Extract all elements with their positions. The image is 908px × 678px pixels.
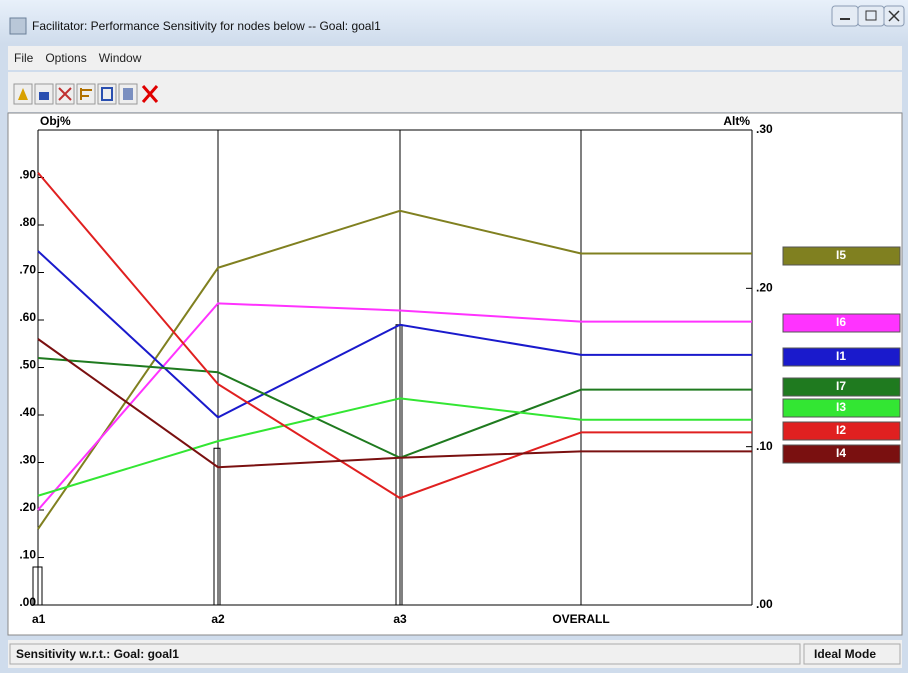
status-bar — [8, 640, 902, 668]
legend-label: I5 — [836, 248, 846, 262]
y-tick-label: .90 — [19, 168, 36, 182]
tool-button[interactable] — [76, 83, 96, 105]
y-tick-label: .60 — [19, 310, 36, 324]
y2-tick-label: .20 — [756, 281, 773, 295]
close-icon — [888, 10, 900, 22]
maximize-icon — [865, 10, 877, 21]
window-title: Facilitator: Performance Sensitivity for… — [32, 19, 381, 33]
y-tick-label: .20 — [19, 500, 36, 514]
tool-icon — [18, 88, 28, 100]
legend-swatch — [782, 377, 901, 397]
toolbar-buttons — [13, 83, 159, 105]
menu-item[interactable]: Options — [45, 51, 86, 65]
criterion-bar — [32, 566, 43, 606]
tool-icon — [80, 88, 92, 100]
legend-swatch — [782, 246, 901, 266]
series-line — [37, 250, 582, 419]
x-tick-label: OVERALL — [552, 612, 609, 626]
legend-swatch — [782, 444, 901, 464]
y-axis-label: Obj% — [40, 114, 71, 128]
app-icon — [9, 17, 27, 35]
y-tick-label: .50 — [19, 358, 36, 372]
maximize-button[interactable] — [857, 5, 885, 27]
tool-icon — [58, 87, 72, 101]
y2-tick-label: .00 — [756, 597, 773, 611]
tool-icon — [39, 92, 49, 100]
series-line — [37, 172, 582, 500]
x-tick-label: a3 — [393, 612, 407, 626]
status-left: Sensitivity w.r.t.: Goal: goal1 — [16, 647, 179, 661]
y2-tick-label: .10 — [756, 439, 773, 453]
legend-swatch — [782, 421, 901, 441]
status-pane — [803, 643, 901, 665]
y-tick-label: .80 — [19, 215, 36, 229]
criterion-bar — [213, 447, 221, 606]
series-line — [37, 302, 582, 511]
y2-tick-label: .30 — [756, 122, 773, 136]
legend-label: I3 — [836, 400, 846, 414]
legend-label: I4 — [836, 446, 846, 460]
y-tick-label: .70 — [19, 263, 36, 277]
status-pane — [9, 643, 801, 665]
toolbar — [8, 72, 902, 112]
chart-area — [7, 112, 903, 636]
title-bar — [0, 0, 908, 44]
legend-label: I7 — [836, 379, 846, 393]
legend-swatch — [782, 347, 901, 367]
y-tick-label: .30 — [19, 453, 36, 467]
tool-icon — [123, 88, 133, 100]
y-tick-label: .00 — [19, 595, 36, 609]
x-tick-label: a1 — [32, 612, 46, 626]
y-tick-label: .40 — [19, 405, 36, 419]
y-tick-label: .10 — [19, 548, 36, 562]
x-tick-label: a2 — [211, 612, 225, 626]
series-line — [37, 209, 582, 530]
status-right: Ideal Mode — [814, 647, 876, 661]
minimize-button[interactable] — [831, 5, 859, 27]
menu-item[interactable]: Window — [99, 51, 142, 65]
series-line — [37, 338, 582, 469]
legend-label: I1 — [836, 349, 846, 363]
legend-swatch — [782, 313, 901, 333]
tool-icon — [101, 87, 113, 101]
legend-swatch — [782, 398, 901, 418]
menu-item[interactable]: File — [14, 51, 34, 65]
menu-bar — [8, 46, 902, 70]
series-line — [37, 397, 582, 497]
legend-label: I2 — [836, 423, 846, 437]
legend-label: I6 — [836, 315, 846, 329]
y2-axis-label: Alt% — [723, 114, 750, 128]
series-line — [37, 357, 582, 459]
close-chart-button[interactable] — [141, 85, 159, 103]
